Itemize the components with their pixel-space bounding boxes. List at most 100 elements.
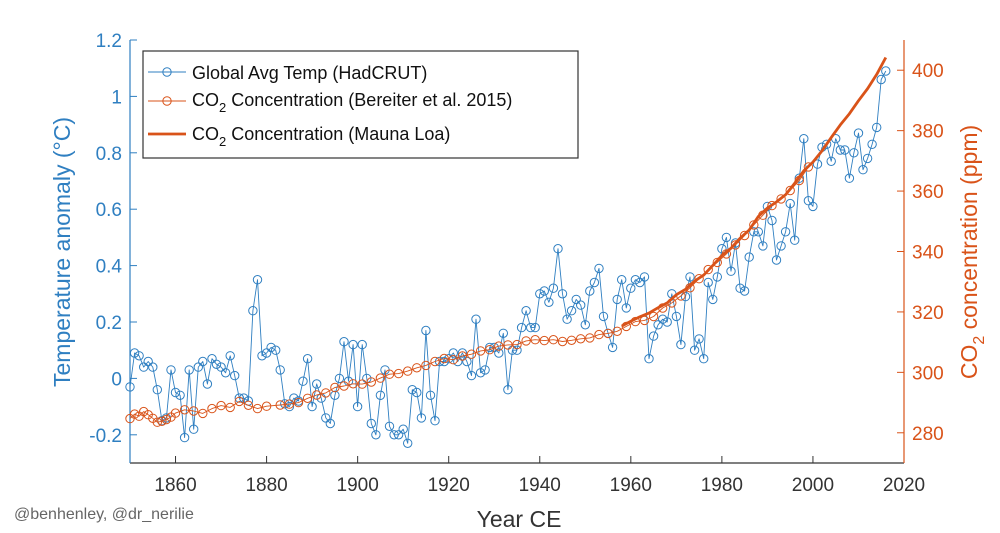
hadcrut-point (425, 390, 436, 400)
hadcrut-point (598, 311, 609, 322)
bereiter-point (730, 240, 741, 250)
hadcrut-point (662, 317, 672, 327)
y-left-tick-label: 1 (111, 87, 122, 108)
legend-marker-bereiter (162, 96, 172, 106)
hadcrut-point (512, 345, 522, 355)
bereiter-point (157, 416, 167, 426)
bereiter-point (530, 335, 540, 345)
bereiter-point (421, 360, 431, 371)
y-right-tick-label: 360 (912, 182, 944, 203)
hadcrut-point (516, 322, 527, 333)
hadcrut-point (780, 227, 791, 237)
hadcrut-point (749, 227, 759, 237)
hadcrut-point (175, 390, 185, 400)
x-tick-label: 1980 (701, 475, 743, 496)
bereiter-point (312, 390, 322, 400)
bereiter-point (170, 408, 181, 418)
bereiter-point (275, 400, 285, 410)
hadcrut-point (453, 356, 463, 367)
y-axis-right: 280 300 320 340 360 380 400 (897, 61, 944, 445)
bereiter-point (189, 406, 199, 416)
x-tick-label: 1920 (428, 475, 470, 496)
hadcrut-point (503, 385, 513, 395)
hadcrut-point (881, 66, 891, 76)
hadcrut-point (494, 348, 504, 358)
hadcrut-point (803, 196, 814, 206)
y-right-tick-label: 340 (912, 243, 944, 264)
legend-entry-maunaloa: CO2 Concentration (Mauna Loa) (148, 124, 450, 149)
legend-entry-hadcrut: Global Avg Temp (HadCRUT) (148, 63, 427, 83)
bereiter-point (293, 397, 304, 408)
hadcrut-line (129, 70, 887, 444)
hadcrut-point (626, 283, 636, 293)
hadcrut-point (125, 382, 135, 392)
maunaloa-line (621, 56, 888, 328)
bereiter-point (384, 369, 395, 379)
hadcrut-point (771, 255, 782, 265)
hadcrut-point (403, 438, 413, 448)
hadcrut-point (712, 272, 722, 282)
hadcrut-point (853, 128, 864, 138)
hadcrut-point (735, 283, 745, 293)
hadcrut-point (498, 328, 508, 338)
y-left-tick-label: -0.2 (89, 426, 122, 447)
credit-text: @benhenley, @dr_nerilie (14, 506, 194, 523)
bereiter-point (152, 417, 163, 427)
x-tick-label: 2020 (883, 475, 925, 496)
bereiter-point (566, 335, 577, 345)
hadcrut-point (375, 390, 386, 400)
bereiter-point (512, 339, 522, 350)
bereiter-point (207, 403, 217, 414)
hadcrut-point (676, 339, 686, 350)
hadcrut-point (325, 418, 335, 429)
bereiter-point (475, 346, 486, 356)
bereiter-point (612, 326, 622, 336)
x-tick-label: 1880 (245, 475, 287, 496)
hadcrut-point (266, 342, 276, 353)
x-axis: 1860 1880 1900 1920 1940 1960 1980 2000 2020 (154, 456, 925, 496)
hadcrut-point (617, 275, 627, 285)
bereiter-point (648, 311, 659, 322)
hadcrut-point (371, 430, 381, 440)
bereiter-point (494, 341, 504, 351)
hadcrut-point (430, 416, 440, 426)
hadcrut-point (275, 365, 285, 375)
hadcrut-point (566, 306, 577, 316)
hadcrut-point (876, 74, 886, 85)
bereiter-point (585, 333, 595, 343)
hadcrut-point (808, 201, 818, 212)
bereiter-point (739, 230, 750, 241)
bereiter-point (302, 393, 313, 403)
hadcrut-point (485, 342, 495, 353)
hadcrut-point (230, 370, 240, 381)
hadcrut-point (302, 354, 313, 364)
hadcrut-point (826, 156, 836, 167)
hadcrut-point (471, 314, 481, 324)
hadcrut-point (216, 362, 226, 372)
bereiter-point (339, 381, 349, 391)
y-axis-left-label: Temperature anomaly (°C) (49, 117, 75, 387)
hadcrut-point (767, 215, 777, 226)
hadcrut-point (139, 362, 149, 372)
bereiter-point (712, 257, 722, 268)
hadcrut-point (726, 266, 736, 276)
hadcrut-point (694, 334, 704, 344)
hadcrut-point (348, 339, 358, 350)
hadcrut-point (721, 232, 732, 243)
hadcrut-point (184, 365, 194, 375)
hadcrut-point (225, 351, 235, 361)
hadcrut-point (539, 286, 549, 296)
bereiter-point (243, 400, 254, 410)
legend-marker-hadcrut (162, 67, 172, 77)
legend-label-bereiter: CO2 Concentration (Bereiter et al. 2015) (192, 90, 512, 115)
hadcrut-point (862, 153, 873, 164)
hadcrut-point (439, 356, 449, 367)
hadcrut-point (248, 306, 258, 316)
hadcrut-point (758, 241, 768, 251)
bereiter-point (357, 379, 367, 389)
hadcrut-point (202, 379, 213, 389)
hadcrut-point (143, 356, 153, 367)
hadcrut-point (671, 311, 682, 322)
hadcrut-point (530, 322, 540, 333)
bereiter-line (129, 166, 809, 423)
